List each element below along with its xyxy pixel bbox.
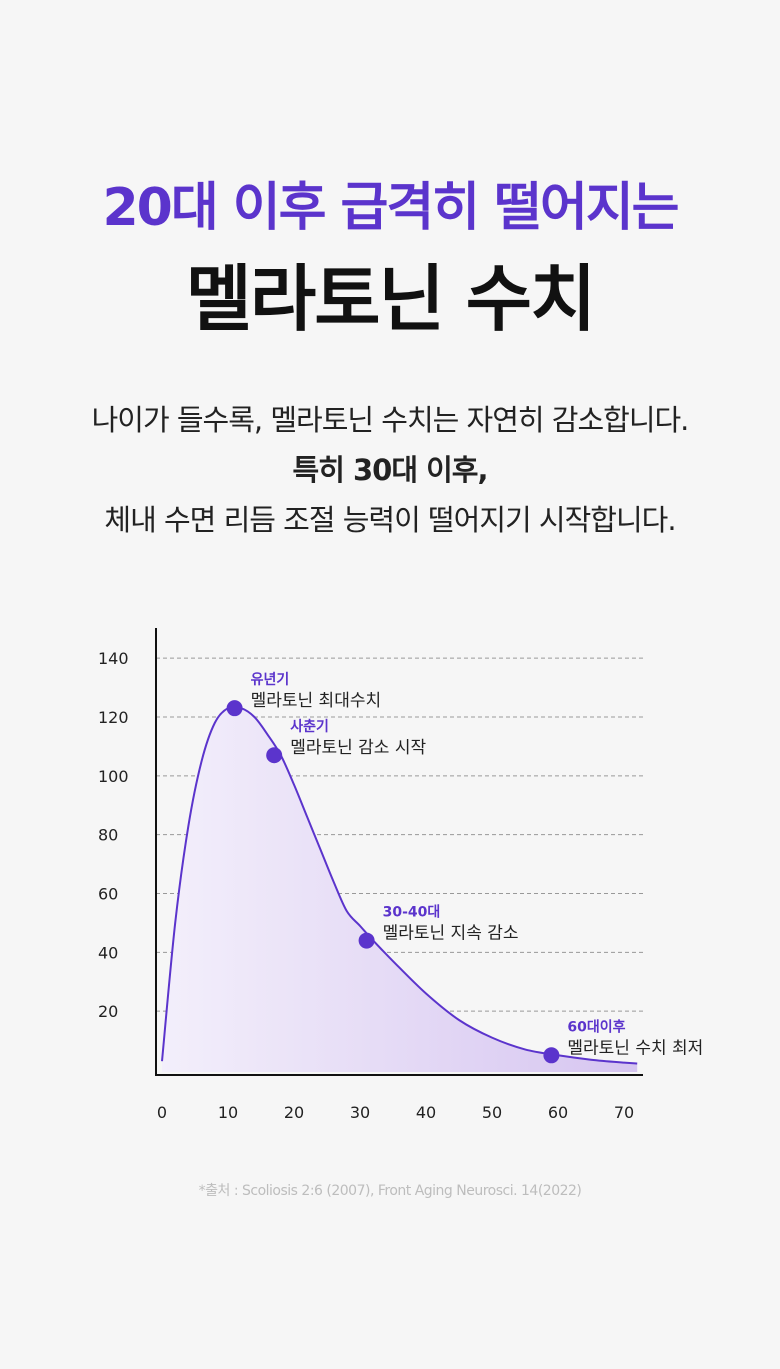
y-tick-label: 100 <box>98 767 129 786</box>
series-line <box>161 705 638 1065</box>
y-tick-label: 60 <box>98 885 118 904</box>
annotation-label: 30-40대 <box>383 905 441 921</box>
x-tick-label: 30 <box>350 1103 370 1122</box>
x-tick-label: 70 <box>614 1103 634 1122</box>
source-citation: *출처 : Scoliosis 2:6 (2007), Front Aging … <box>198 1183 582 1199</box>
annotation-label: 60대이후 <box>567 1018 625 1035</box>
annotation-label: 유년기 <box>251 672 290 688</box>
data-point-marker <box>266 747 283 764</box>
y-tick-label: 20 <box>98 1002 118 1021</box>
y-tick-label: 40 <box>98 943 118 962</box>
data-point-marker <box>358 932 375 949</box>
annotation-text: 멜라토닌 감소 시작 <box>290 738 426 758</box>
grid-lines <box>156 657 644 1012</box>
data-point-marker <box>226 700 243 717</box>
x-tick-label: 60 <box>548 1103 568 1122</box>
area-fill <box>162 706 638 1072</box>
x-tick-label: 0 <box>157 1103 167 1122</box>
y-tick-label: 80 <box>98 826 118 845</box>
body-line-3: 체내 수면 리듬 조절 능력이 떨어지기 시작합니다. <box>104 503 676 537</box>
headline-subtitle: 20대 이후 급격히 떨어지는 <box>102 178 679 238</box>
headline-title: 멜라토닌 수치 <box>185 257 597 341</box>
y-tick-label: 140 <box>98 649 129 668</box>
body-line-2: 특히 30대 이후, <box>292 453 489 487</box>
x-tick-label: 10 <box>218 1103 238 1122</box>
data-point-marker <box>543 1047 560 1064</box>
y-tick-label: 120 <box>98 708 129 727</box>
tick-labels: 20 40 60 80 100 120 140 0 10 20 30 40 50 60 70 <box>98 649 634 1122</box>
annotation-label: 사춘기 <box>290 719 329 735</box>
axes <box>155 628 643 1076</box>
annotation-text: 멜라토닌 최대수치 <box>251 691 382 711</box>
body-line-1: 나이가 들수록, 멜라토닌 수치는 자연히 감소합니다. <box>91 403 690 437</box>
x-tick-label: 50 <box>482 1103 502 1122</box>
melatonin-chart: 20 40 60 80 100 120 140 0 10 20 30 40 50 60 70 유년기멜라토닌… <box>98 628 703 1122</box>
annotation-text: 멜라토닌 수치 최저 <box>567 1038 703 1058</box>
annotation-text: 멜라토닌 지속 감소 <box>383 924 519 944</box>
x-tick-label: 40 <box>416 1103 436 1122</box>
x-tick-label: 20 <box>284 1103 304 1122</box>
